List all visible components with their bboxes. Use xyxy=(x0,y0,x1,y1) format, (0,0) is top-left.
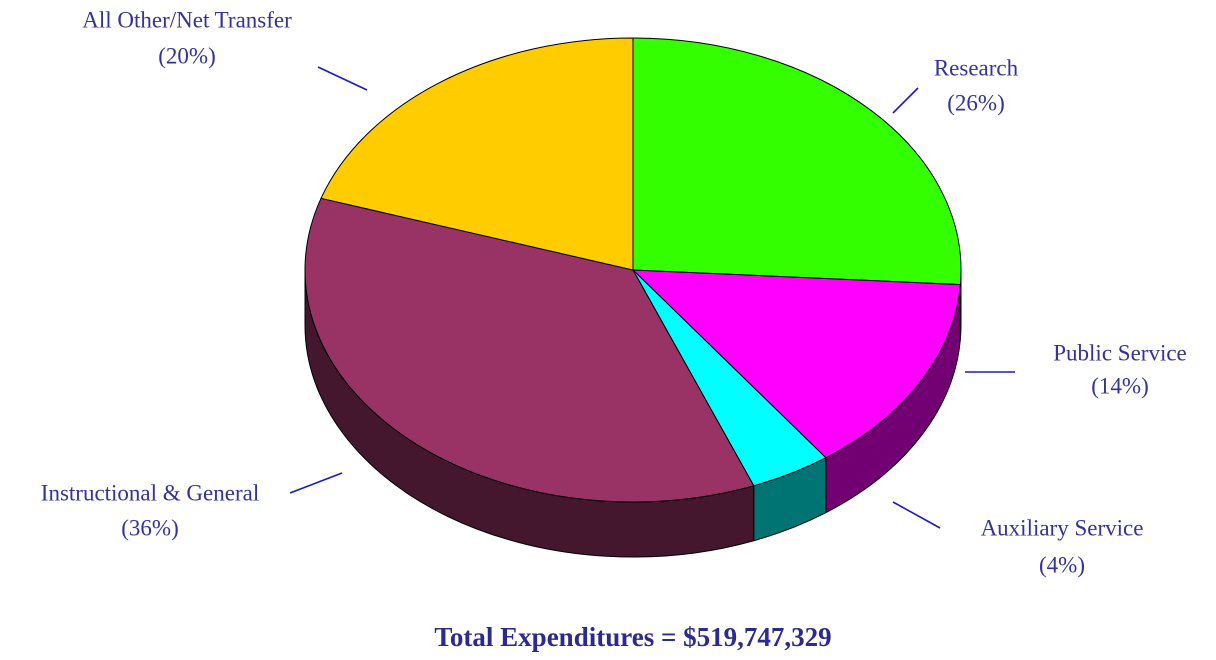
slice xyxy=(631,269,961,459)
slice-value-label: (4%) xyxy=(1039,552,1085,577)
slice-label: Instructional & General xyxy=(41,480,259,505)
slice-value-label: (26%) xyxy=(947,90,1004,115)
chart-title: Total Expenditures = $519,747,329 xyxy=(434,622,831,652)
leader-line xyxy=(317,66,368,91)
slice xyxy=(320,37,634,271)
leader-line xyxy=(892,87,919,114)
slice-value-label: (14%) xyxy=(1091,373,1148,398)
slice-value-label: (36%) xyxy=(121,515,178,540)
leader-line xyxy=(892,501,941,529)
slice-value-label: (20%) xyxy=(158,43,215,68)
leader-line xyxy=(289,472,343,494)
slice xyxy=(632,37,962,286)
slice-label: Auxiliary Service xyxy=(981,515,1144,540)
slice-label: Public Service xyxy=(1053,340,1187,365)
slice-label: Research xyxy=(934,55,1019,80)
slice-label: All Other/Net Transfer xyxy=(82,7,292,32)
slice xyxy=(304,197,755,503)
